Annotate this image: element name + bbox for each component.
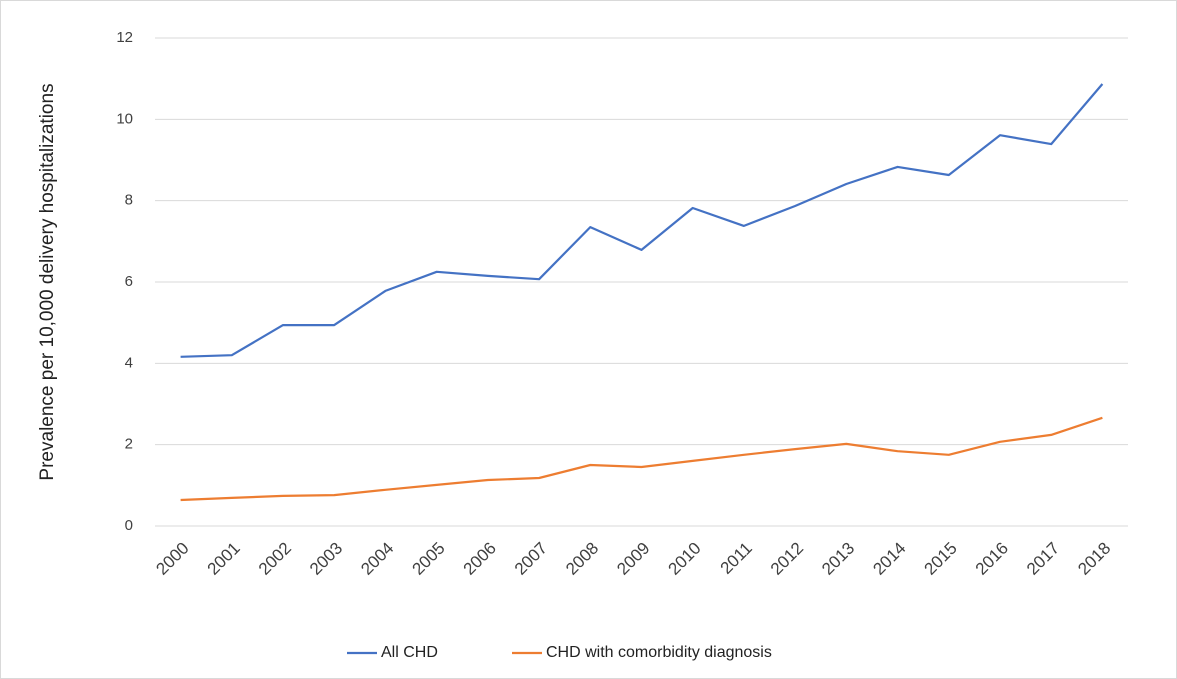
data-line	[180, 416, 1103, 502]
y-tick-label: 6	[125, 273, 133, 290]
legend-label: CHD with comorbidity diagnosis	[546, 644, 772, 661]
y-tick-label: 12	[116, 29, 133, 46]
y-tick-label: 4	[125, 354, 133, 371]
y-tick-label: 2	[125, 436, 133, 453]
legend-label: All CHD	[381, 644, 438, 661]
y-tick-label: 8	[125, 192, 133, 209]
data-line	[180, 83, 1104, 358]
y-tick-label: 0	[125, 517, 133, 534]
y-tick-label: 10	[116, 110, 133, 127]
y-axis-label: Prevalence per 10,000 delivery hospitali…	[37, 83, 58, 480]
